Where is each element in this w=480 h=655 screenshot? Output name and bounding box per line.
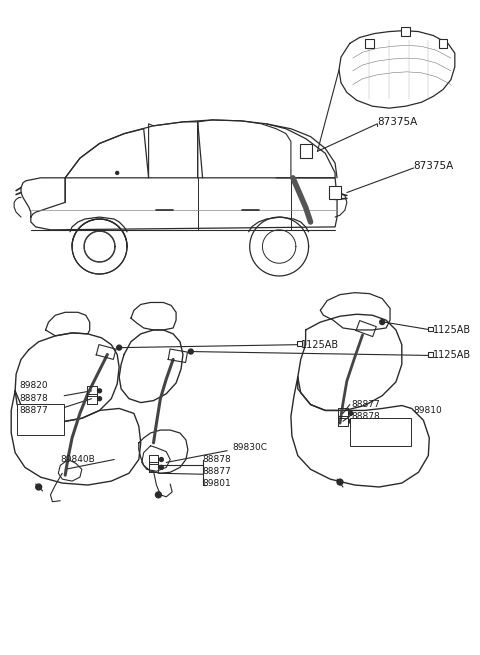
Text: 88877: 88877 <box>203 467 231 476</box>
Circle shape <box>159 458 163 462</box>
Text: 88877: 88877 <box>19 406 48 415</box>
Circle shape <box>159 466 163 470</box>
Bar <box>439 39 447 48</box>
Text: 88878: 88878 <box>19 394 48 403</box>
Circle shape <box>188 349 193 354</box>
Bar <box>401 27 410 36</box>
Text: 87375A: 87375A <box>377 117 418 127</box>
Bar <box>297 341 302 346</box>
Circle shape <box>97 389 101 393</box>
Bar <box>428 352 433 357</box>
Bar <box>329 185 341 199</box>
Circle shape <box>349 411 353 415</box>
Text: 89840B: 89840B <box>60 455 95 464</box>
Text: 89801: 89801 <box>203 479 231 487</box>
Text: 1125AB: 1125AB <box>301 340 339 350</box>
Circle shape <box>337 479 343 485</box>
Text: 89830C: 89830C <box>232 443 267 452</box>
Text: 89810: 89810 <box>414 406 443 415</box>
Text: 88877: 88877 <box>352 400 381 409</box>
Bar <box>300 145 312 159</box>
Circle shape <box>156 492 161 498</box>
Circle shape <box>117 345 121 350</box>
Bar <box>350 419 411 446</box>
Text: 87375A: 87375A <box>414 161 454 171</box>
Circle shape <box>349 419 353 423</box>
Circle shape <box>380 320 384 325</box>
Circle shape <box>36 484 42 490</box>
Text: 1125AB: 1125AB <box>433 350 471 360</box>
Bar <box>17 403 64 435</box>
Circle shape <box>97 397 101 401</box>
Text: 88878: 88878 <box>203 455 231 464</box>
Text: 89820: 89820 <box>19 381 48 390</box>
Text: 1125AB: 1125AB <box>433 325 471 335</box>
Bar <box>428 327 433 331</box>
Circle shape <box>116 172 119 174</box>
Bar <box>365 39 374 48</box>
Text: 88878: 88878 <box>352 412 381 421</box>
